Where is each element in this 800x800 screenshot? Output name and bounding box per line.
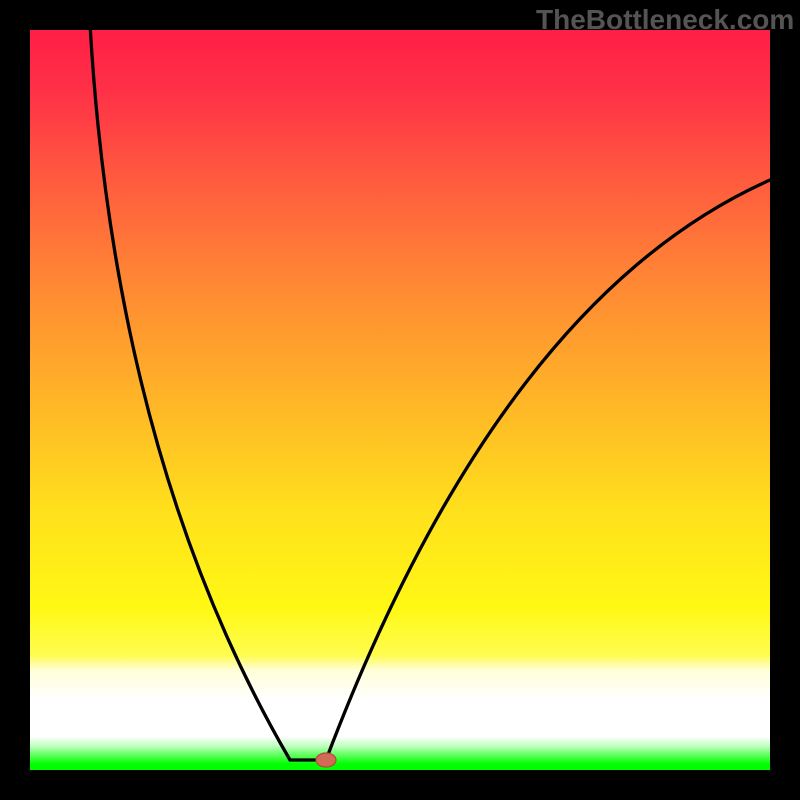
optimum-marker — [316, 753, 336, 767]
gradient-background — [30, 30, 770, 770]
chart-root: TheBottleneck.com — [0, 0, 800, 800]
bottleneck-chart — [0, 0, 800, 800]
watermark-text: TheBottleneck.com — [536, 4, 794, 36]
